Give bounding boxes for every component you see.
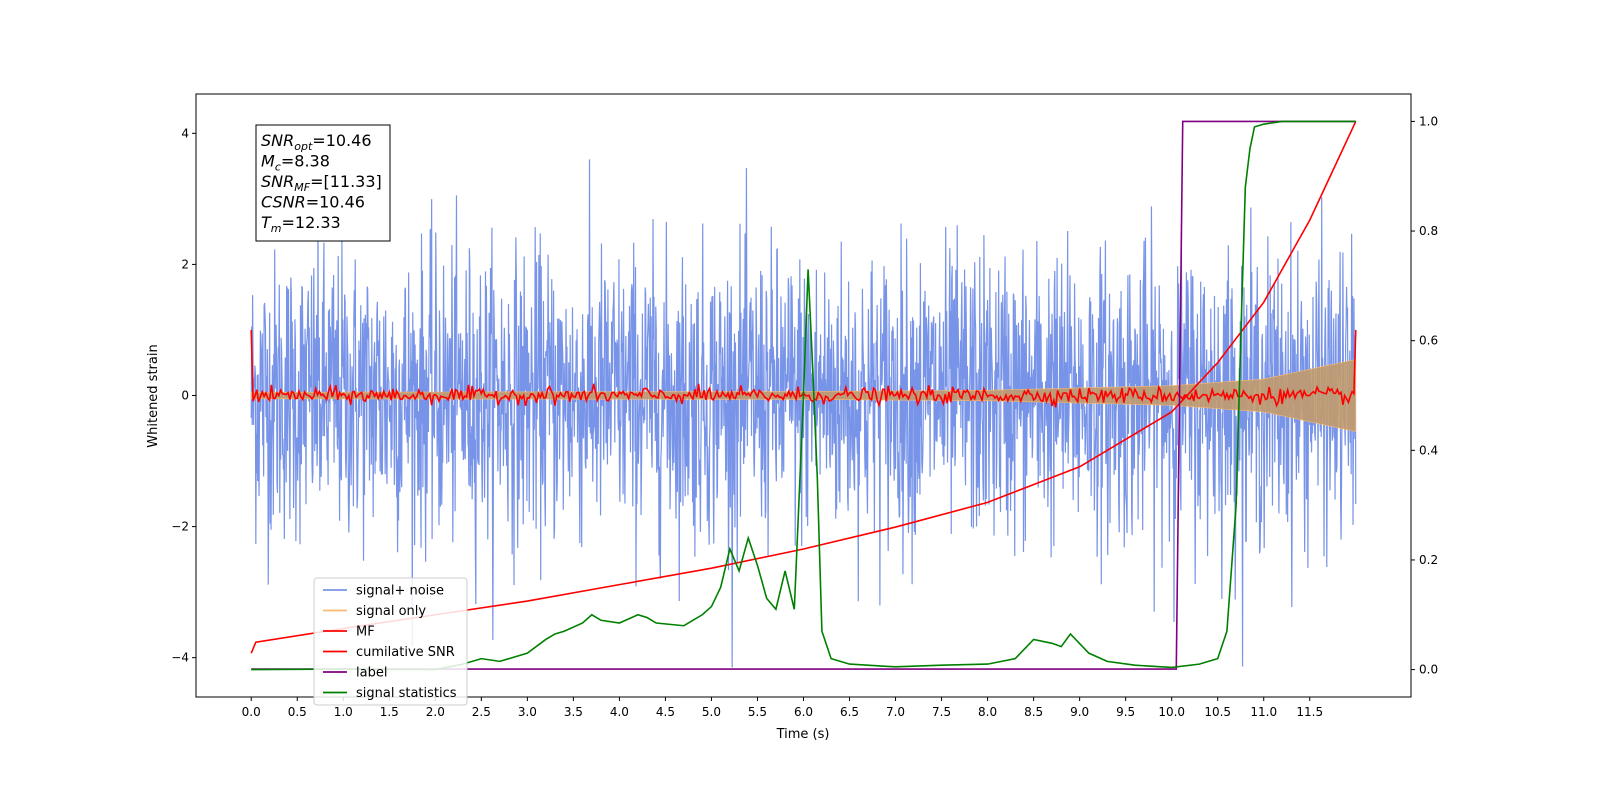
series-signal-noise bbox=[250, 159, 1357, 668]
legend-frame bbox=[313, 577, 468, 706]
x-tick-label: 8.0 bbox=[978, 705, 997, 719]
x-tick-label: 3.5 bbox=[564, 705, 583, 719]
legend-label: cumilative SNR bbox=[356, 645, 455, 660]
x-tick-label: 1.5 bbox=[380, 705, 399, 719]
y2-tick-label: 0.6 bbox=[1419, 334, 1438, 348]
x-tick-label: 10.5 bbox=[1204, 705, 1231, 719]
x-tick-label: 7.0 bbox=[886, 705, 905, 719]
info-line: CSNR=10.46 bbox=[261, 193, 365, 212]
x-tick-label: 2.5 bbox=[472, 705, 491, 719]
y2-tick-label: 0.8 bbox=[1419, 224, 1438, 238]
y-tick-label: −2 bbox=[171, 520, 189, 534]
x-tick-label: 2.0 bbox=[426, 705, 445, 719]
legend-label: MF bbox=[356, 625, 375, 640]
y-tick-label: 0 bbox=[181, 389, 189, 403]
x-tick-label: 9.5 bbox=[1116, 705, 1135, 719]
x-axis-label: Time (s) bbox=[776, 727, 830, 742]
y-tick-label: 4 bbox=[181, 126, 189, 140]
x-tick-label: 1.0 bbox=[334, 705, 353, 719]
info-box: SNRopt=10.46Mc=8.38SNRMF=[11.33]CSNR=10.… bbox=[255, 124, 391, 242]
legend: signal+ noise signal only MF cumilative SNR… bbox=[313, 577, 468, 706]
x-tick-label: 6.5 bbox=[840, 705, 859, 719]
legend-label: signal+ noise bbox=[356, 584, 444, 599]
y-axis-label: Whitened strain bbox=[146, 344, 161, 447]
x-tick-label: 8.5 bbox=[1024, 705, 1043, 719]
x-tick-label: 5.5 bbox=[748, 705, 767, 719]
x-tick-label: 10.0 bbox=[1158, 705, 1185, 719]
axes: 0.0 0.5 1.0 1.5 2.0 2.5 3.0 3.5 4.0 4.5 5.0 5.5 6.0 6… bbox=[171, 114, 1438, 719]
series-signal-statistics bbox=[251, 120, 1356, 671]
y-tick-label: −4 bbox=[171, 651, 189, 665]
y2-tick-label: 0.0 bbox=[1419, 663, 1438, 677]
series-label bbox=[251, 120, 1356, 670]
legend-label: label bbox=[356, 666, 387, 681]
info-line: Tm=12.33 bbox=[261, 213, 341, 235]
x-tick-label: 11.5 bbox=[1296, 705, 1323, 719]
y2-tick-label: 0.4 bbox=[1419, 443, 1438, 457]
x-tick-label: 0.5 bbox=[288, 705, 307, 719]
plot-area bbox=[250, 120, 1357, 671]
x-tick-label: 9.0 bbox=[1070, 705, 1089, 719]
info-line: SNRopt=10.46 bbox=[261, 131, 372, 153]
x-tick-label: 11.0 bbox=[1250, 705, 1277, 719]
y2-tick-label: 1.0 bbox=[1419, 114, 1438, 128]
y2-tick-label: 0.2 bbox=[1419, 553, 1438, 567]
x-tick-label: 6.0 bbox=[794, 705, 813, 719]
y-tick-label: 2 bbox=[181, 257, 189, 271]
x-tick-label: 0.0 bbox=[242, 705, 261, 719]
legend-label: signal statistics bbox=[356, 686, 457, 701]
x-tick-label: 4.0 bbox=[610, 705, 629, 719]
x-tick-label: 7.5 bbox=[932, 705, 951, 719]
info-line: Mc=8.38 bbox=[261, 152, 330, 174]
x-tick-label: 3.0 bbox=[518, 705, 537, 719]
legend-label: signal only bbox=[356, 604, 426, 619]
info-line: SNRMF=[11.33] bbox=[261, 172, 382, 194]
x-tick-label: 5.0 bbox=[702, 705, 721, 719]
x-tick-label: 4.5 bbox=[656, 705, 675, 719]
info-box-frame bbox=[255, 124, 391, 242]
